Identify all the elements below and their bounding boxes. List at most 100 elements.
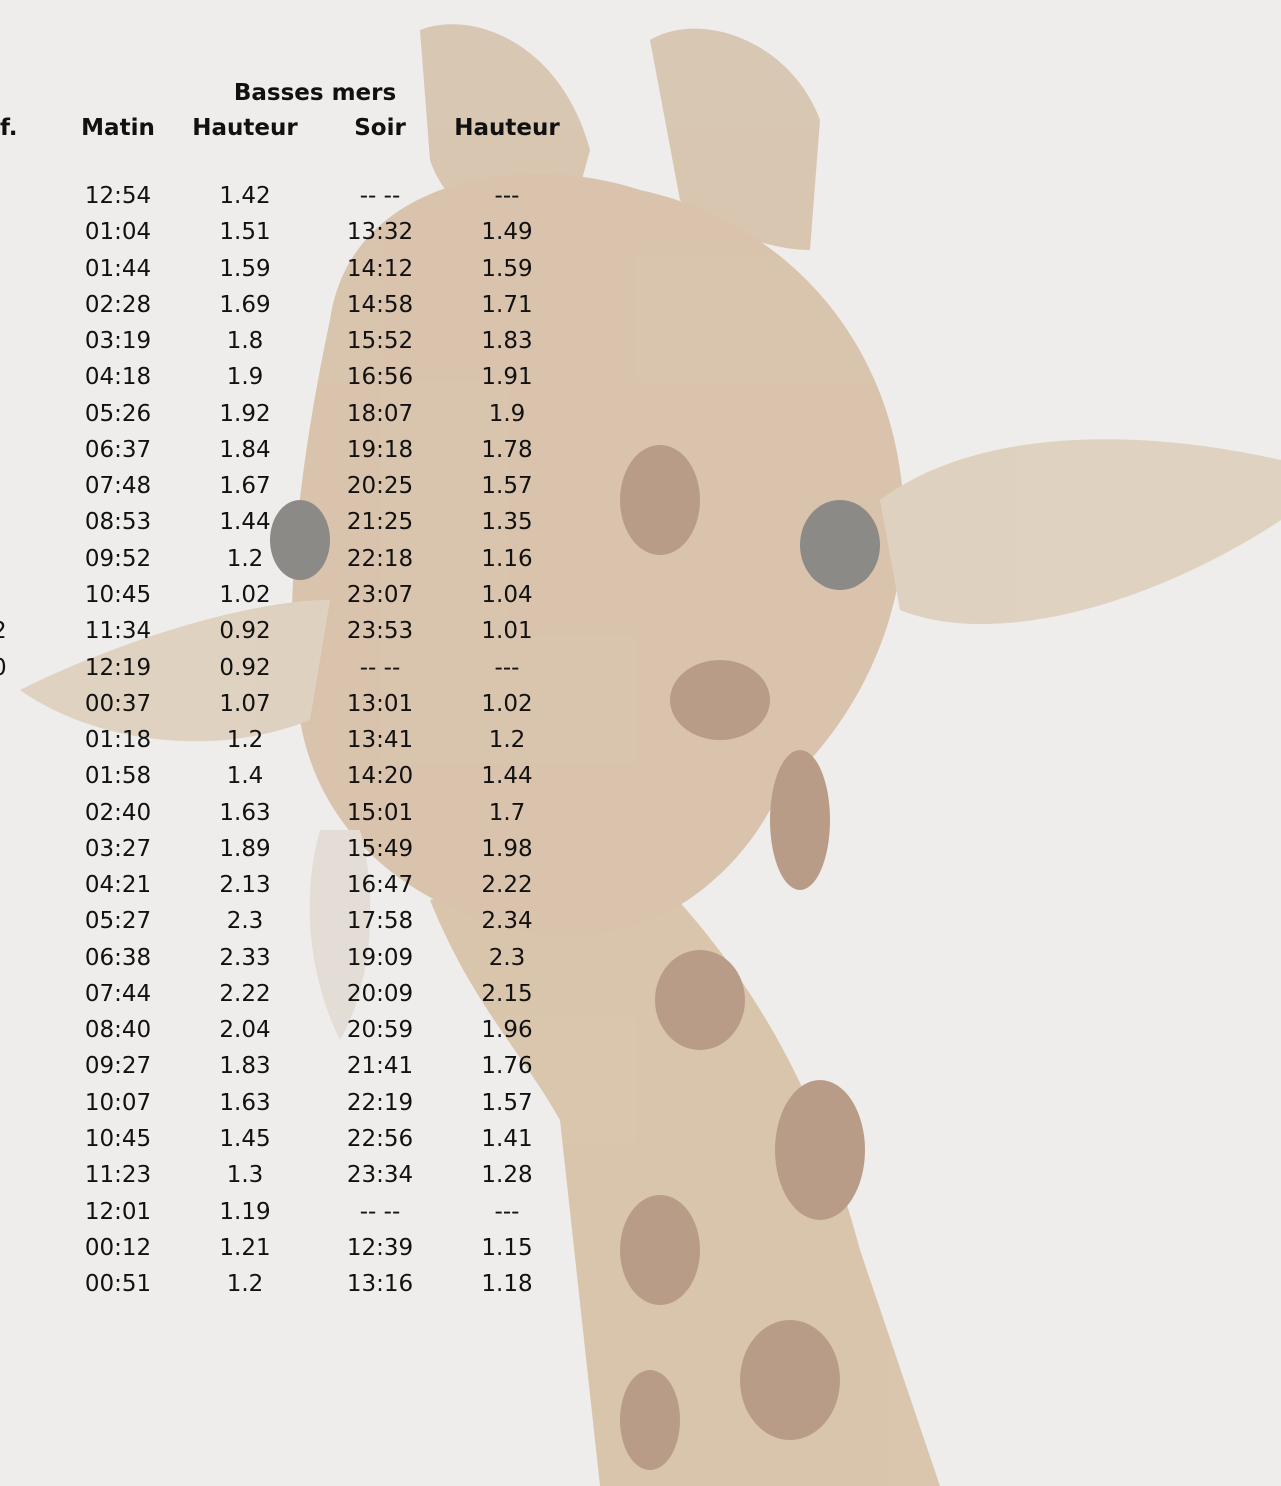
morning-height: 1.51: [219, 221, 270, 244]
column-header: Hauteur: [454, 117, 559, 140]
column-header: Hauteur: [192, 117, 297, 140]
morning-height: 2.33: [219, 947, 270, 970]
morning-time: 03:27: [85, 838, 151, 861]
evening-height: 1.96: [481, 1019, 532, 1042]
morning-height: 1.83: [219, 1055, 270, 1078]
evening-time: 14:58: [347, 294, 413, 317]
evening-time: -- --: [360, 185, 401, 208]
morning-time: 05:27: [85, 910, 151, 933]
page: {"table": { "group_title": "Basses mers"…: [0, 0, 1281, 1486]
evening-time: 12:39: [347, 1237, 413, 1260]
evening-time: 22:19: [347, 1092, 413, 1115]
evening-time: 20:25: [347, 475, 413, 498]
evening-time: 22:56: [347, 1128, 413, 1151]
morning-height: 1.67: [219, 475, 270, 498]
morning-time: 03:19: [85, 330, 151, 353]
column-header: Soir: [354, 117, 406, 140]
morning-time: 06:38: [85, 947, 151, 970]
morning-time: 11:23: [85, 1164, 151, 1187]
morning-height: 1.44: [219, 511, 270, 534]
morning-time: 00:51: [85, 1273, 151, 1296]
morning-height: 1.84: [219, 439, 270, 462]
evening-time: 14:12: [347, 258, 413, 281]
group-title: Basses mers: [234, 82, 396, 105]
evening-time: 22:18: [347, 548, 413, 571]
morning-time: 08:53: [85, 511, 151, 534]
morning-time: 06:37: [85, 439, 151, 462]
morning-time: 11:34: [85, 620, 151, 643]
morning-height: 2.3: [227, 910, 264, 933]
evening-time: 19:18: [347, 439, 413, 462]
morning-height: 1.42: [219, 185, 270, 208]
evening-height: ---: [495, 185, 520, 208]
morning-time: 07:48: [85, 475, 151, 498]
morning-height: 1.59: [219, 258, 270, 281]
morning-height: 1.4: [227, 765, 264, 788]
evening-height: 1.02: [481, 693, 532, 716]
morning-time: 01:18: [85, 729, 151, 752]
evening-time: 15:49: [347, 838, 413, 861]
morning-height: 1.63: [219, 802, 270, 825]
evening-height: 1.01: [481, 620, 532, 643]
morning-time: 12:01: [85, 1201, 151, 1224]
morning-time: 04:18: [85, 366, 151, 389]
evening-time: -- --: [360, 657, 401, 680]
evening-time: 15:01: [347, 802, 413, 825]
evening-height: 2.22: [481, 874, 532, 897]
column-header: f.: [0, 117, 18, 140]
evening-height: 1.2: [489, 729, 526, 752]
morning-time: 01:58: [85, 765, 151, 788]
evening-height: 1.04: [481, 584, 532, 607]
evening-time: 13:32: [347, 221, 413, 244]
evening-time: 13:16: [347, 1273, 413, 1296]
evening-height: 1.91: [481, 366, 532, 389]
morning-height: 1.2: [227, 548, 264, 571]
evening-height: 1.9: [489, 403, 526, 426]
evening-time: 14:20: [347, 765, 413, 788]
morning-height: 1.92: [219, 403, 270, 426]
tide-table: Basses mersf.MatinHauteurSoirHauteur12:5…: [0, 0, 1281, 1486]
evening-height: ---: [495, 657, 520, 680]
cut-off-cell: 2: [0, 620, 7, 643]
evening-height: 1.15: [481, 1237, 532, 1260]
morning-height: 0.92: [219, 657, 270, 680]
evening-time: 15:52: [347, 330, 413, 353]
morning-time: 09:52: [85, 548, 151, 571]
morning-height: 1.3: [227, 1164, 264, 1187]
evening-height: 1.41: [481, 1128, 532, 1151]
evening-height: 1.18: [481, 1273, 532, 1296]
evening-height: 1.78: [481, 439, 532, 462]
morning-height: 1.21: [219, 1237, 270, 1260]
morning-height: 1.19: [219, 1201, 270, 1224]
evening-time: 21:25: [347, 511, 413, 534]
evening-height: 1.44: [481, 765, 532, 788]
morning-time: 07:44: [85, 983, 151, 1006]
evening-height: 1.59: [481, 258, 532, 281]
morning-time: 12:19: [85, 657, 151, 680]
evening-time: 16:47: [347, 874, 413, 897]
evening-height: 1.28: [481, 1164, 532, 1187]
evening-time: 17:58: [347, 910, 413, 933]
morning-time: 10:07: [85, 1092, 151, 1115]
morning-time: 01:04: [85, 221, 151, 244]
morning-time: 10:45: [85, 584, 151, 607]
evening-time: 23:34: [347, 1164, 413, 1187]
evening-height: 1.16: [481, 548, 532, 571]
evening-height: 1.7: [489, 802, 526, 825]
evening-time: -- --: [360, 1201, 401, 1224]
morning-time: 05:26: [85, 403, 151, 426]
morning-time: 02:40: [85, 802, 151, 825]
evening-height: 2.34: [481, 910, 532, 933]
evening-height: 1.49: [481, 221, 532, 244]
morning-height: 1.02: [219, 584, 270, 607]
evening-time: 20:09: [347, 983, 413, 1006]
evening-height: 1.83: [481, 330, 532, 353]
morning-height: 1.45: [219, 1128, 270, 1151]
morning-time: 10:45: [85, 1128, 151, 1151]
evening-height: 1.57: [481, 475, 532, 498]
evening-time: 13:41: [347, 729, 413, 752]
cut-off-cell: 0: [0, 657, 7, 680]
evening-time: 13:01: [347, 693, 413, 716]
evening-height: 1.98: [481, 838, 532, 861]
morning-height: 1.9: [227, 366, 264, 389]
